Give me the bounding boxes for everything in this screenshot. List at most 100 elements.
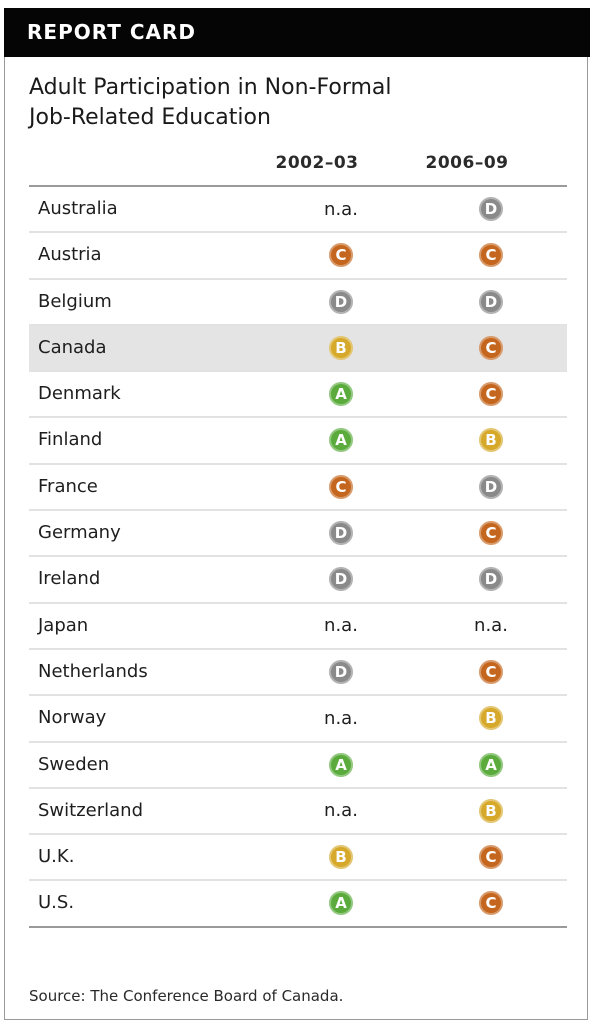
country-label: France <box>38 475 98 497</box>
grade-cell: B <box>421 418 561 462</box>
grade-cell: D <box>271 650 411 694</box>
grade-badge-a: A <box>329 891 353 916</box>
grade-badge-b: B <box>329 335 353 360</box>
table-row: Australia n.a. D <box>29 187 567 234</box>
country-label: Finland <box>38 429 103 451</box>
grade-badge-c: C <box>479 891 503 916</box>
table-row: U.K. B C <box>29 835 567 882</box>
grade-cell: B <box>271 835 411 879</box>
grade-badge-c: C <box>479 382 503 407</box>
table-row: Finland A B <box>29 418 567 465</box>
grade-cell: A <box>421 743 561 787</box>
not-available-label: n.a. <box>324 615 358 637</box>
grade-badge-c: C <box>479 845 503 870</box>
table-row: Belgium D D <box>29 280 567 326</box>
country-label: Ireland <box>38 568 101 590</box>
table-row: Denmark A C <box>29 372 567 419</box>
table-row: Austria C C <box>29 233 567 280</box>
grade-cell: B <box>421 789 561 833</box>
table-row: Switzerland n.a. B <box>29 789 567 836</box>
grade-cell: C <box>421 835 561 879</box>
table-row: Germany D C <box>29 511 567 558</box>
grade-badge-b: B <box>479 428 503 453</box>
grade-cell: A <box>271 372 411 416</box>
not-available-label: n.a. <box>324 198 358 220</box>
country-label: Norway <box>38 707 107 729</box>
grade-badge-d: D <box>329 521 353 546</box>
country-label: Canada <box>38 336 107 358</box>
country-label: Japan <box>38 614 89 636</box>
grade-cell: D <box>421 465 561 509</box>
report-card: REPORT CARD Adult Participation in Non-F… <box>4 8 590 1020</box>
grade-badge-c: C <box>479 521 503 546</box>
country-label: U.K. <box>38 846 75 868</box>
country-label: Denmark <box>38 383 121 405</box>
table-row: Sweden A A <box>29 743 567 789</box>
country-label: Netherlands <box>38 660 148 682</box>
country-label: Switzerland <box>38 799 143 821</box>
grade-badge-b: B <box>329 845 353 870</box>
grade-cell: n.a. <box>271 604 411 648</box>
grade-badge-a: A <box>329 382 353 407</box>
grade-cell: n.a. <box>421 604 561 648</box>
header-divider <box>29 185 567 187</box>
grade-badge-a: A <box>479 752 503 777</box>
country-label: Germany <box>38 522 121 544</box>
not-available-label: n.a. <box>324 707 358 729</box>
grade-cell: D <box>271 280 411 324</box>
grade-table-body: Australia n.a. D Austria C C Belgium D D Canada B C… <box>29 187 567 928</box>
grade-badge-c: C <box>479 335 503 360</box>
country-label: Belgium <box>38 290 112 312</box>
grade-cell: C <box>271 465 411 509</box>
grade-cell: D <box>271 511 411 555</box>
chart-title: Adult Participation in Non-Formal Job-Re… <box>29 73 569 133</box>
grade-badge-b: B <box>479 798 503 823</box>
grade-cell: C <box>421 511 561 555</box>
grade-cell: n.a. <box>271 187 411 231</box>
not-available-label: n.a. <box>474 615 508 637</box>
not-available-label: n.a. <box>324 800 358 822</box>
grade-cell: C <box>421 326 561 370</box>
table-row: Ireland D D <box>29 557 567 604</box>
grade-badge-a: A <box>329 752 353 777</box>
grade-cell: C <box>421 233 561 277</box>
grade-badge-a: A <box>329 428 353 453</box>
country-label: U.S. <box>38 892 75 914</box>
grade-badge-d: D <box>479 197 503 221</box>
chart-title-line-2: Job-Related Education <box>29 105 271 130</box>
grade-badge-c: C <box>479 659 503 684</box>
table-row: Netherlands D C <box>29 650 567 697</box>
grade-badge-c: C <box>329 474 353 499</box>
table-row: Norway n.a. B <box>29 696 567 743</box>
grade-badge-d: D <box>479 289 503 314</box>
country-label: Australia <box>38 198 118 219</box>
table-row: U.S. A C <box>29 881 567 928</box>
table-row: Canada B C <box>29 325 567 373</box>
grade-badge-d: D <box>479 567 503 592</box>
chart-title-line-1: Adult Participation in Non-Formal <box>29 75 392 100</box>
grade-cell: D <box>421 187 561 231</box>
country-label: Austria <box>38 244 102 266</box>
grade-cell: A <box>271 881 411 925</box>
grade-cell: n.a. <box>271 696 411 740</box>
country-label: Sweden <box>38 753 110 775</box>
grade-badge-b: B <box>479 706 503 731</box>
column-header-2002-03: 2002–03 <box>275 153 359 173</box>
grade-cell: C <box>421 881 561 925</box>
grade-cell: n.a. <box>271 789 411 833</box>
grade-cell: C <box>421 650 561 694</box>
grade-badge-c: C <box>479 243 503 268</box>
grade-cell: B <box>421 696 561 740</box>
grade-badge-c: C <box>329 243 353 268</box>
grade-badge-d: D <box>479 474 503 499</box>
grade-cell: D <box>421 280 561 324</box>
report-card-banner: REPORT CARD <box>4 8 590 57</box>
table-row: Japan n.a. n.a. <box>29 604 567 650</box>
grade-cell: A <box>271 743 411 787</box>
grade-cell: D <box>271 557 411 601</box>
column-header-2006-09: 2006–09 <box>425 153 509 173</box>
table-row: France C D <box>29 465 567 512</box>
grade-cell: D <box>421 557 561 601</box>
grade-badge-d: D <box>329 659 353 684</box>
grade-badge-d: D <box>329 567 353 592</box>
